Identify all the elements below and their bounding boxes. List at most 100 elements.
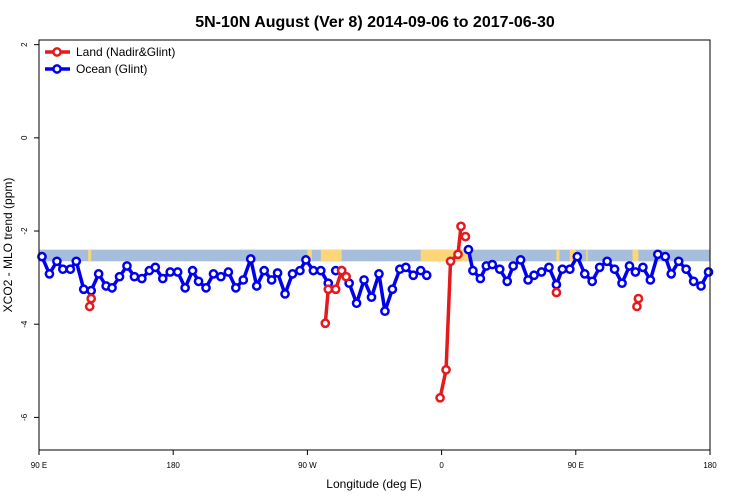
data-point xyxy=(551,279,562,290)
data-point xyxy=(688,276,699,287)
data-point xyxy=(529,270,539,281)
data-point xyxy=(341,271,352,282)
data-point xyxy=(632,301,642,312)
data-point xyxy=(387,284,398,295)
data-point xyxy=(400,262,411,273)
legend-marker-land xyxy=(52,47,62,57)
data-point xyxy=(193,276,204,287)
data-point xyxy=(172,267,183,277)
data-point xyxy=(460,231,471,242)
data-point xyxy=(557,264,568,275)
data-point xyxy=(502,276,513,287)
data-point xyxy=(523,275,533,285)
data-point xyxy=(86,293,97,304)
data-point xyxy=(587,276,598,287)
data-point xyxy=(594,262,605,273)
y-tick-label: -4 xyxy=(20,320,29,328)
data-point xyxy=(187,265,198,276)
land-patch xyxy=(556,249,560,262)
data-point xyxy=(359,275,369,285)
land-patch xyxy=(88,249,92,262)
data-point xyxy=(415,265,426,276)
data-point xyxy=(564,264,575,275)
data-point xyxy=(624,261,635,271)
data-point xyxy=(681,264,691,275)
data-point xyxy=(114,271,125,282)
y-tick-label: -2 xyxy=(20,227,29,235)
series-ocean xyxy=(37,244,714,317)
data-point xyxy=(572,251,583,262)
x-tick-label: 90 E xyxy=(31,461,47,470)
data-point xyxy=(609,264,620,275)
data-point xyxy=(453,249,463,260)
data-point xyxy=(515,255,526,265)
data-point xyxy=(645,275,656,285)
data-point xyxy=(93,269,104,279)
data-point xyxy=(323,284,334,295)
legend-label-land: Land (Nadir&Glint) xyxy=(76,45,175,59)
sea-band xyxy=(39,249,710,262)
data-point xyxy=(421,270,432,281)
data-point xyxy=(44,269,55,279)
data-point xyxy=(223,267,234,277)
legend-label-ocean: Ocean (Glint) xyxy=(76,62,147,76)
data-point xyxy=(351,298,362,309)
data-point xyxy=(696,281,706,291)
data-point xyxy=(330,284,341,295)
data-point xyxy=(308,265,319,276)
data-point xyxy=(165,267,176,277)
data-point xyxy=(208,269,219,279)
data-point xyxy=(703,267,714,277)
chart-title: 5N-10N August (Ver 8) 2014-09-06 to 2017… xyxy=(195,14,555,31)
x-tick-label: 90 E xyxy=(568,461,584,470)
data-point xyxy=(536,267,547,277)
data-point xyxy=(652,249,663,260)
legend: Land (Nadir&Glint) Ocean (Glint) xyxy=(45,45,175,76)
plot-frame xyxy=(38,39,711,451)
data-point xyxy=(245,254,256,264)
data-point xyxy=(475,273,486,284)
data-point xyxy=(71,256,82,267)
series-layer xyxy=(37,221,714,403)
data-point xyxy=(272,268,283,278)
data-point xyxy=(37,251,47,262)
y-axis-label: XCO2 - MLO trend (ppm) xyxy=(1,178,15,313)
data-point xyxy=(508,261,519,271)
data-point xyxy=(630,267,641,277)
data-point xyxy=(336,265,347,276)
land-patch xyxy=(632,249,639,262)
data-point xyxy=(86,285,97,296)
x-axis-label: Longitude (deg E) xyxy=(326,477,421,491)
data-point xyxy=(137,273,147,284)
data-point xyxy=(633,293,644,304)
data-point xyxy=(456,221,466,232)
data-point xyxy=(408,270,419,281)
data-point xyxy=(374,269,384,279)
data-point xyxy=(320,318,331,329)
data-point xyxy=(201,283,211,293)
data-point xyxy=(52,256,62,267)
land-patch xyxy=(307,249,312,262)
data-point xyxy=(617,278,627,289)
data-point xyxy=(380,306,390,317)
x-tick-label: 90 W xyxy=(298,461,317,470)
data-point xyxy=(280,289,290,299)
data-point xyxy=(463,244,474,255)
data-point xyxy=(445,256,456,267)
legend-marker-ocean xyxy=(52,64,62,74)
x-tick-label: 180 xyxy=(703,461,717,470)
series-land xyxy=(84,221,644,403)
data-point xyxy=(266,275,277,285)
data-point xyxy=(78,284,89,295)
data-point xyxy=(65,264,76,275)
data-point xyxy=(150,262,161,273)
data-point xyxy=(251,281,262,291)
data-point xyxy=(58,264,68,275)
data-point xyxy=(494,264,505,275)
data-point xyxy=(666,269,677,279)
data-point xyxy=(551,287,562,298)
data-point xyxy=(579,269,590,279)
data-point xyxy=(441,365,451,375)
data-point xyxy=(287,269,298,279)
